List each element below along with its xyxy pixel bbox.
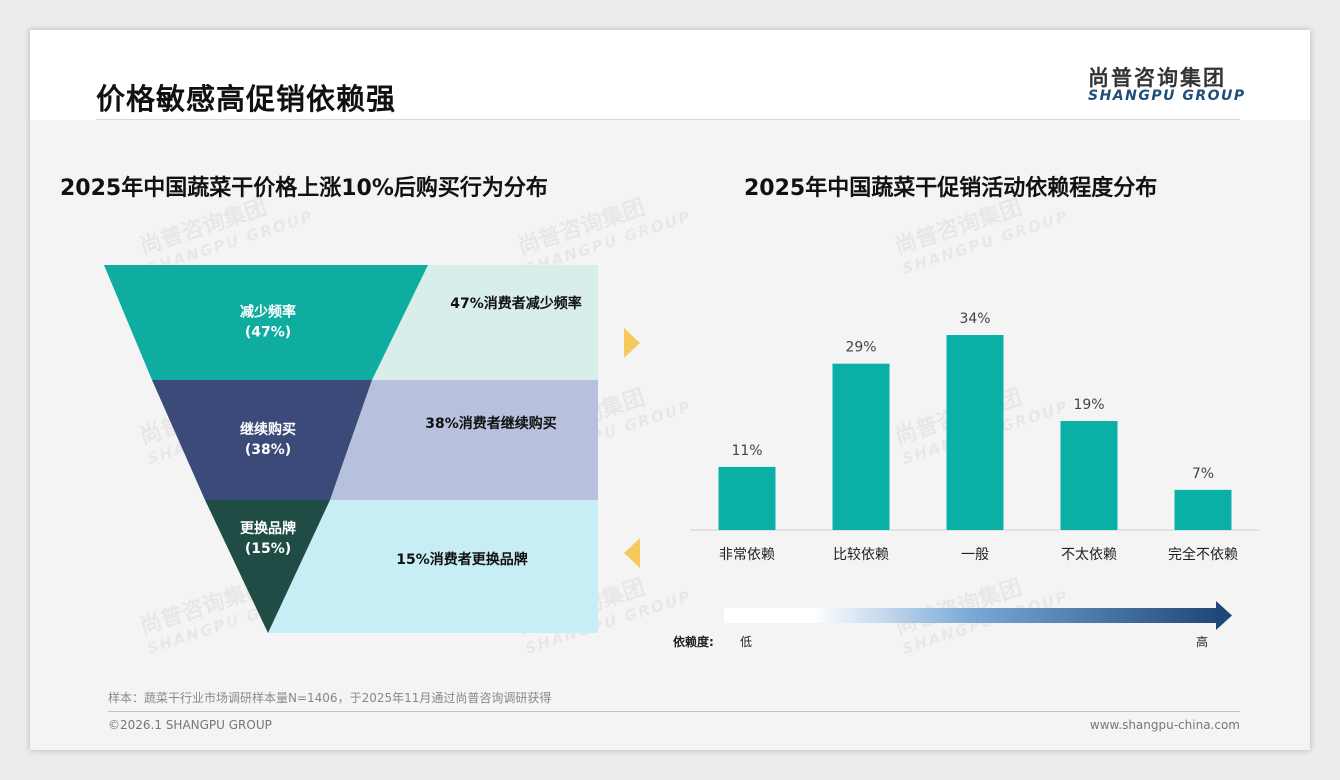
website-link[interactable]: www.shangpu-china.com xyxy=(1089,718,1240,732)
funnel-segment-pct: (47%) xyxy=(245,325,291,341)
data-label: 34% xyxy=(959,311,990,327)
funnel-segment xyxy=(152,380,372,500)
data-label: 19% xyxy=(1073,397,1104,413)
arrow-left-icon xyxy=(624,538,640,568)
funnel-desc: 38%消费者继续购买 xyxy=(425,415,557,432)
funnel-desc: 15%消费者更换品牌 xyxy=(396,551,528,568)
logo-cn: 尚普咨询集团 xyxy=(1088,66,1226,90)
funnel-segment-pct: (38%) xyxy=(245,442,291,458)
funnel-band xyxy=(268,500,598,633)
category-label: 非常依赖 xyxy=(719,547,775,563)
funnel-band xyxy=(330,380,598,500)
funnel-title: 2025年中国蔬菜干价格上涨10%后购买行为分布 xyxy=(60,176,548,201)
category-label: 完全不依赖 xyxy=(1168,546,1238,563)
bar xyxy=(718,466,776,530)
copyright: ©2026.1 SHANGPU GROUP xyxy=(108,718,272,732)
data-label: 29% xyxy=(845,340,876,356)
logo-en: SHANGPU GROUP xyxy=(1088,88,1246,104)
category-label: 比较依赖 xyxy=(833,547,889,563)
bar xyxy=(832,363,890,530)
header-divider xyxy=(96,119,1240,120)
funnel-segment-label: 继续购买 xyxy=(240,421,296,438)
category-label: 一般 xyxy=(961,547,989,563)
bar xyxy=(946,335,1004,530)
funnel-segment-pct: (15%) xyxy=(245,541,291,557)
data-label: 11% xyxy=(731,443,762,459)
scale-high: 高 xyxy=(1196,634,1208,649)
data-label: 7% xyxy=(1192,466,1214,482)
dependency-gradient-bar xyxy=(724,608,1218,623)
footer-divider xyxy=(108,711,1240,712)
header xyxy=(30,30,1310,120)
bar xyxy=(1174,489,1232,530)
dependency-arrowhead xyxy=(1216,601,1232,630)
arrow-right-icon xyxy=(624,328,640,358)
category-label: 不太依赖 xyxy=(1061,547,1117,563)
bar-chart-title: 2025年中国蔬菜干促销活动依赖程度分布 xyxy=(744,176,1158,201)
funnel-segment-label: 更换品牌 xyxy=(240,520,296,537)
scale-low: 低 xyxy=(740,635,752,649)
funnel-band xyxy=(372,265,598,380)
page-title: 价格敏感高促销依赖强 xyxy=(96,82,397,116)
funnel-segment-label: 减少频率 xyxy=(240,304,296,321)
funnel-desc: 47%消费者减少频率 xyxy=(450,295,582,312)
scale-label: 依赖度: xyxy=(673,634,714,649)
funnel-segment xyxy=(205,500,330,633)
funnel-segment xyxy=(104,265,428,380)
bar xyxy=(1060,421,1118,530)
sample-note: 样本：蔬菜干行业市场调研样本量N=1406，于2025年11月通过尚普咨询调研获… xyxy=(108,691,552,705)
